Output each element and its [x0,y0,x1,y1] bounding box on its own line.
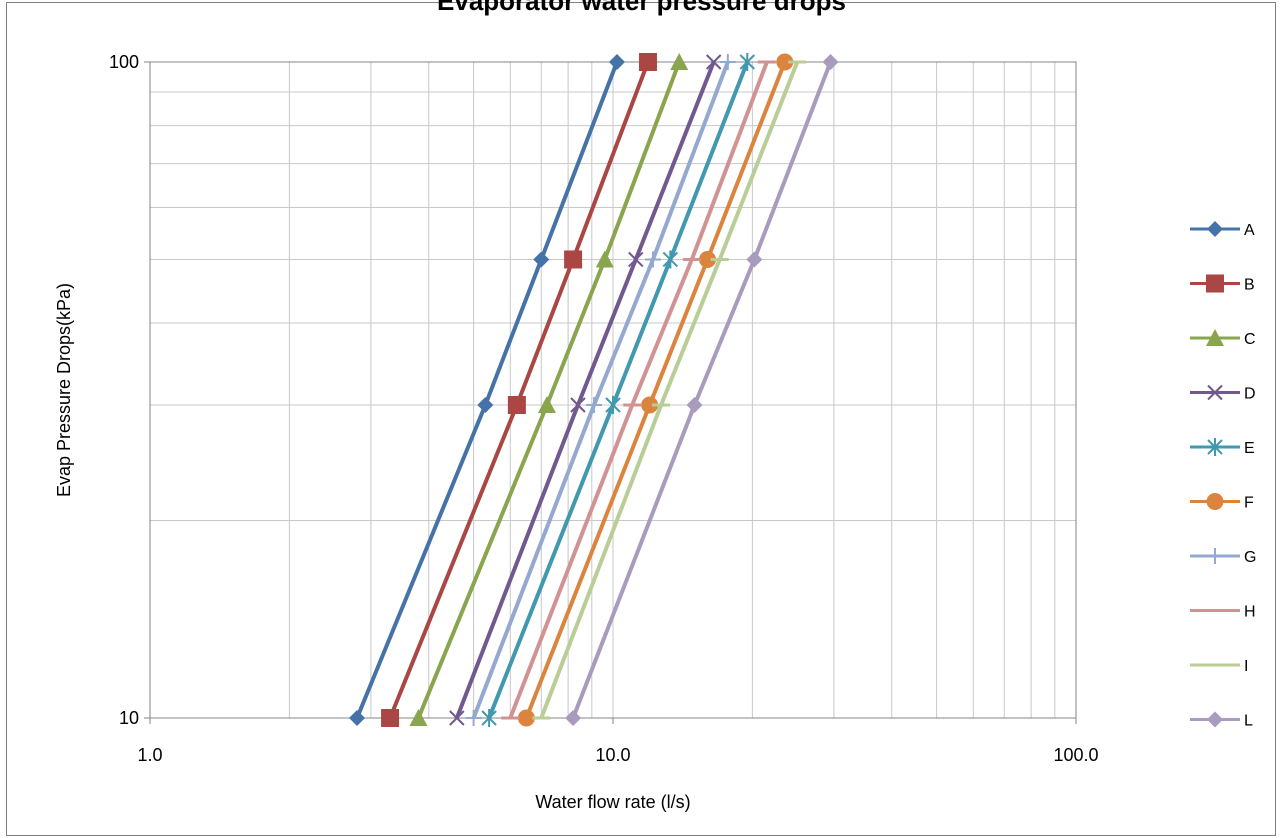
data-point [586,397,603,414]
series-F [517,53,794,727]
series-line [416,61,682,719]
data-point [537,396,556,414]
data-point [705,54,722,70]
legend-item: I [1190,658,1248,675]
data-point [641,396,659,414]
marker-stroke [570,397,586,413]
series-line [487,61,750,719]
series-line [524,61,787,719]
legend-item: L [1190,711,1253,730]
series-line [471,61,730,719]
series-I [532,60,807,720]
data-point [670,53,689,70]
legend-item: B [1190,274,1255,294]
data-point [739,53,755,71]
data-point [719,54,736,70]
data-point [449,710,465,726]
y-axis-label: Evap Pressure Drops(kPa) [54,283,74,497]
legend-item: A [1190,221,1255,239]
chart-title: Evaporator water pressure drops [437,0,846,16]
series-A [349,54,625,726]
data-point [776,53,794,71]
series-G [465,54,736,726]
x-axis-label: Water flow rate (l/s) [535,792,690,812]
legend-marker [1207,548,1223,564]
y-tick-label: 10 [119,708,139,728]
legend-label: H [1244,604,1256,621]
data-point [822,54,839,70]
data-point [595,250,614,268]
data-point [465,710,482,726]
legend-label: G [1244,549,1256,566]
data-point [628,251,644,268]
legend-marker [1206,274,1224,293]
data-point [638,53,657,71]
series-E [481,53,755,727]
data-point [349,710,366,726]
legend-label: L [1244,713,1253,730]
data-point [686,397,703,414]
data-point [533,251,550,268]
marker-stroke [628,251,644,268]
data-point [564,250,583,269]
legend-marker [1206,329,1224,346]
series-D [449,54,722,726]
data-point [507,396,526,415]
legend-label: F [1244,495,1254,512]
legend-label: E [1244,440,1255,457]
data-point [605,396,621,415]
marker-stroke [1207,384,1223,401]
data-point [481,709,497,727]
series-line [388,61,650,719]
series-line [355,61,619,719]
marker-stroke [449,710,465,726]
y-tick-label: 100 [109,52,139,72]
legend-item: D [1190,384,1256,403]
data-point [608,54,625,70]
legend-item: F [1190,493,1254,512]
data-point [517,709,535,727]
legend-label: A [1244,222,1255,239]
series-line [508,61,769,719]
series-line [571,61,833,719]
legend-item: G [1190,548,1256,566]
series-L [565,54,839,726]
legend-item: C [1190,329,1256,348]
data-point [570,397,586,413]
series-line [454,61,716,719]
legend-marker [1206,493,1224,510]
x-tick-label: 10.0 [595,745,630,765]
data-point [565,710,582,726]
legend: A B C D E F G H I L [1190,221,1256,730]
data-point [699,250,717,268]
marker-stroke [705,54,722,70]
series-C [409,53,689,726]
legend-label: D [1244,386,1256,403]
data-point [381,709,400,727]
legend-label: C [1244,331,1256,348]
series-B [381,53,657,727]
chart-frame [6,2,1276,836]
legend-label: B [1244,277,1255,294]
x-tick-label: 100.0 [1053,745,1098,765]
data-point [409,709,428,726]
x-tick-label: 1.0 [137,745,162,765]
legend-item: H [1190,604,1256,621]
data-point [477,397,494,414]
data-point [746,251,763,268]
legend-marker [1207,221,1223,237]
legend-item: E [1190,438,1255,457]
series-group [349,53,839,727]
data-point [662,250,679,269]
legend-marker [1207,384,1223,401]
series-H [501,60,776,720]
legend-marker [1207,711,1223,728]
series-line [539,61,800,719]
axis-ticks: 1.0 10.0 100.0 10 100 [109,52,1099,765]
data-point [644,251,661,268]
legend-marker [1207,438,1223,456]
legend-label: I [1244,658,1248,675]
